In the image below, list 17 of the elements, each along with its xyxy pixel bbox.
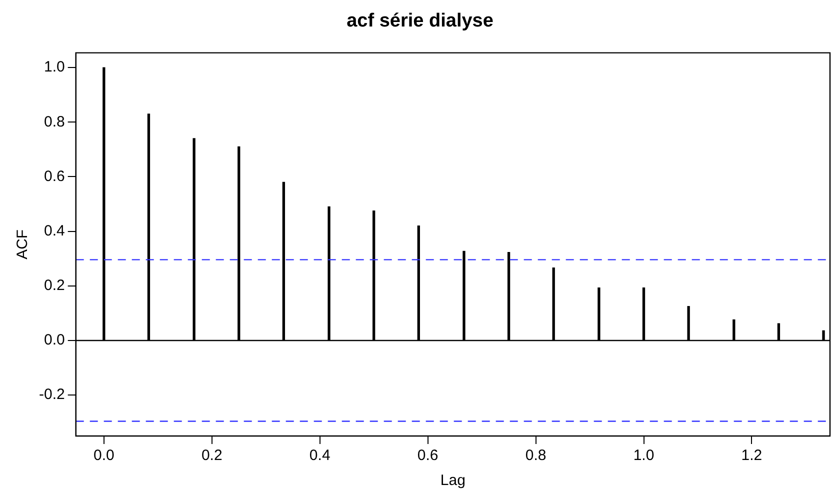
- y-tick-label: 0.6: [44, 168, 65, 185]
- y-tick-label: 0.4: [44, 222, 65, 240]
- x-tick-label: 1.0: [633, 447, 654, 464]
- y-tick-label: 1.0: [44, 58, 65, 76]
- x-tick-label: 0.6: [417, 447, 438, 464]
- x-tick-label: 1.2: [741, 447, 762, 464]
- x-tick-label: 0.0: [93, 447, 114, 464]
- y-tick-label: 0.0: [44, 332, 65, 349]
- x-axis-title: Lag: [440, 472, 466, 490]
- y-tick-label: 0.8: [44, 113, 65, 130]
- chart-title: acf série dialyse: [346, 10, 494, 32]
- x-tick-label: 0.2: [201, 447, 222, 464]
- x-tick-label: 0.8: [525, 447, 546, 464]
- y-axis-title: ACF: [14, 229, 32, 260]
- y-tick-label: 0.2: [44, 277, 65, 294]
- y-tick-label: -0.2: [38, 386, 65, 404]
- x-tick-label: 0.4: [309, 447, 330, 464]
